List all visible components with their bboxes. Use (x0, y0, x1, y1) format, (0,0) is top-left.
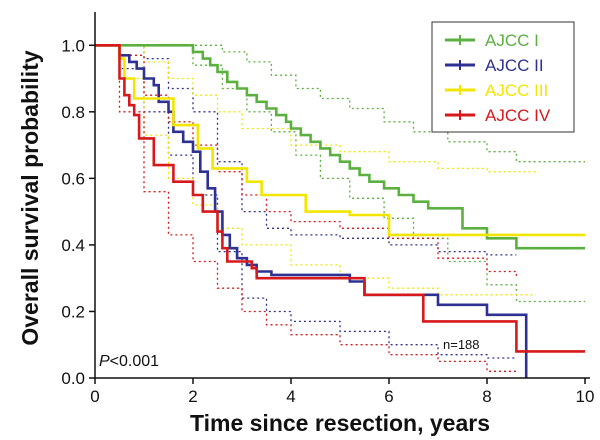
ajcc-iv-ci-lower (95, 44, 517, 372)
y-tick-label: 0.6 (61, 169, 85, 188)
legend: AJCC I AJCC II AJCC III AJCC IV (431, 21, 575, 133)
y-axis-label: Overall survival probability (17, 50, 43, 345)
x-tick-label: 0 (90, 387, 99, 406)
ajcc-iii-survival-line (95, 44, 585, 237)
ticks: 0 2 4 6 8 10 0.0 0.2 0.4 0.6 0.8 1.0 (61, 36, 594, 406)
n-annotation: n=188 (443, 337, 480, 352)
ajcc-i-survival-line (95, 44, 585, 250)
y-tick-label: 0.4 (61, 236, 85, 255)
y-tick-label: 0.2 (61, 302, 85, 321)
y-tick-label: 1.0 (61, 36, 85, 55)
ajcc-iii-ci-upper (95, 44, 536, 173)
p-value-symbol: P (99, 353, 110, 370)
p-value-annotation: P<0.001 (99, 353, 159, 370)
x-tick-label: 10 (576, 387, 595, 406)
x-tick-label: 8 (482, 387, 491, 406)
ajcc-iii-legend-label: AJCC III (485, 81, 548, 100)
ajcc-ii-legend-label: AJCC II (485, 56, 544, 75)
ajcc-ii-ci-upper (95, 44, 517, 256)
ajcc-i-ci-lower (95, 44, 585, 303)
x-tick-label: 6 (384, 387, 393, 406)
ajcc-i-legend-label: AJCC I (485, 31, 539, 50)
x-tick-label: 4 (286, 387, 295, 406)
ajcc-iv-survival-line (95, 44, 585, 353)
ajcc-iv-legend-label: AJCC IV (485, 106, 551, 125)
axes (94, 12, 590, 379)
survival-curves (95, 44, 585, 378)
ajcc-iii-ci-lower (95, 44, 536, 296)
p-value-text: <0.001 (110, 353, 159, 370)
y-tick-label: 0.0 (61, 369, 85, 388)
x-axis-label: Time since resection, years (190, 410, 490, 436)
x-tick-label: 2 (188, 387, 197, 406)
y-tick-label: 0.8 (61, 103, 85, 122)
